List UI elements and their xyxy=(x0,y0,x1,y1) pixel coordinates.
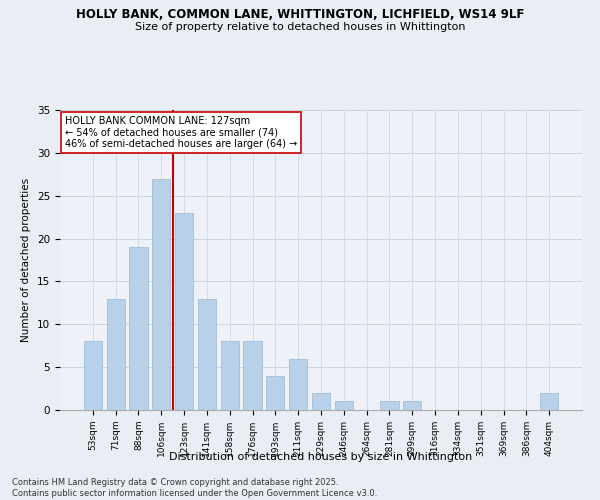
Bar xyxy=(175,213,193,410)
Bar xyxy=(221,342,239,410)
Bar xyxy=(289,358,307,410)
Text: HOLLY BANK, COMMON LANE, WHITTINGTON, LICHFIELD, WS14 9LF: HOLLY BANK, COMMON LANE, WHITTINGTON, LI… xyxy=(76,8,524,20)
Text: Contains HM Land Registry data © Crown copyright and database right 2025.
Contai: Contains HM Land Registry data © Crown c… xyxy=(12,478,377,498)
Y-axis label: Number of detached properties: Number of detached properties xyxy=(22,178,31,342)
Bar xyxy=(403,402,421,410)
Bar xyxy=(130,247,148,410)
Text: HOLLY BANK COMMON LANE: 127sqm
← 54% of detached houses are smaller (74)
46% of : HOLLY BANK COMMON LANE: 127sqm ← 54% of … xyxy=(65,116,298,149)
Bar xyxy=(335,402,353,410)
Bar xyxy=(380,402,398,410)
Bar xyxy=(266,376,284,410)
Text: Size of property relative to detached houses in Whittington: Size of property relative to detached ho… xyxy=(135,22,465,32)
Text: Distribution of detached houses by size in Whittington: Distribution of detached houses by size … xyxy=(169,452,473,462)
Bar xyxy=(312,393,330,410)
Bar xyxy=(244,342,262,410)
Bar xyxy=(84,342,102,410)
Bar xyxy=(107,298,125,410)
Bar xyxy=(198,298,216,410)
Bar xyxy=(540,393,558,410)
Bar xyxy=(152,178,170,410)
